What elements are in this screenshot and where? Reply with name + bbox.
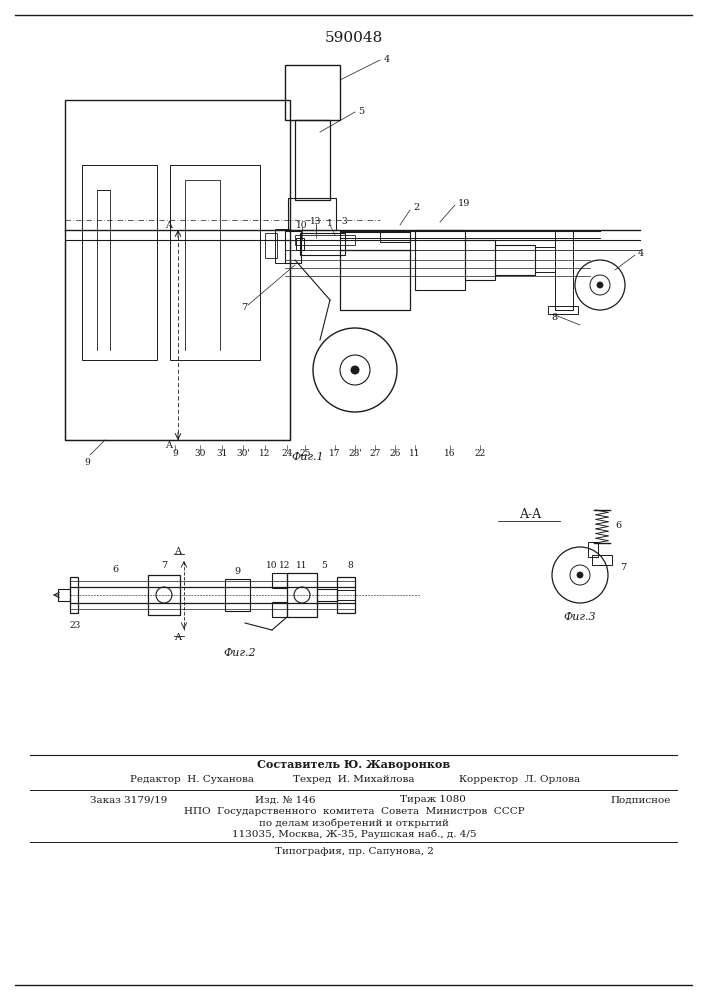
Text: Техред  И. Михайлова: Техред И. Михайлова xyxy=(293,776,415,784)
Bar xyxy=(548,306,578,314)
Text: A: A xyxy=(175,634,182,643)
Text: 590048: 590048 xyxy=(325,31,383,45)
Bar xyxy=(65,100,290,440)
Text: 10: 10 xyxy=(296,221,308,230)
Bar xyxy=(275,229,290,263)
Bar xyxy=(340,232,410,250)
Text: 9: 9 xyxy=(234,566,240,576)
Bar xyxy=(70,577,78,613)
Text: 7: 7 xyxy=(241,304,247,312)
Text: Изд. № 146: Изд. № 146 xyxy=(255,796,315,804)
Text: 8: 8 xyxy=(552,314,558,322)
Bar xyxy=(300,233,345,255)
Text: A-A: A-A xyxy=(519,508,541,522)
Text: 7: 7 xyxy=(620,562,626,572)
Text: 25: 25 xyxy=(299,448,311,458)
Bar xyxy=(592,555,612,565)
Bar xyxy=(340,250,410,310)
Text: 11: 11 xyxy=(296,560,308,570)
Text: Тираж 1080: Тираж 1080 xyxy=(400,796,466,804)
Text: 12: 12 xyxy=(259,448,271,458)
Bar xyxy=(295,120,330,200)
Bar xyxy=(415,230,465,290)
Text: 17: 17 xyxy=(329,448,341,458)
Bar xyxy=(380,232,410,242)
Text: 11: 11 xyxy=(409,448,421,458)
Text: 19: 19 xyxy=(458,198,470,208)
Circle shape xyxy=(351,366,359,374)
Text: 3: 3 xyxy=(341,217,347,226)
Text: Заказ 3179/19: Заказ 3179/19 xyxy=(90,796,168,804)
Bar xyxy=(65,240,290,440)
Text: 9: 9 xyxy=(172,448,178,458)
Text: 30': 30' xyxy=(236,448,250,458)
Text: 16: 16 xyxy=(444,448,456,458)
Text: 26: 26 xyxy=(390,448,401,458)
Bar xyxy=(148,575,180,615)
Text: 4: 4 xyxy=(384,54,390,64)
Bar xyxy=(285,231,301,263)
Text: 4: 4 xyxy=(638,249,644,258)
Text: 22: 22 xyxy=(474,448,486,458)
Text: 23: 23 xyxy=(69,620,81,630)
Text: 8: 8 xyxy=(347,560,353,570)
Text: 5: 5 xyxy=(321,560,327,570)
Bar xyxy=(170,165,260,360)
Bar xyxy=(495,245,535,275)
Text: 30: 30 xyxy=(194,448,206,458)
Bar xyxy=(82,165,157,360)
Bar xyxy=(337,577,355,613)
Text: Фиг.3: Фиг.3 xyxy=(563,612,596,622)
Text: НПО  Государственного  комитета  Совета  Министров  СССР: НПО Государственного комитета Совета Мин… xyxy=(184,808,525,816)
Circle shape xyxy=(597,282,603,288)
Text: A: A xyxy=(165,440,172,450)
Text: Типография, пр. Сапунова, 2: Типография, пр. Сапунова, 2 xyxy=(274,848,433,856)
Text: 9: 9 xyxy=(84,458,90,467)
Circle shape xyxy=(577,572,583,578)
Text: 24: 24 xyxy=(281,448,293,458)
Text: 1: 1 xyxy=(327,219,333,228)
Text: 27: 27 xyxy=(369,448,380,458)
Text: 12: 12 xyxy=(279,560,291,570)
Text: Фиг.1: Фиг.1 xyxy=(292,452,325,462)
Bar xyxy=(272,573,287,588)
Bar xyxy=(265,233,277,258)
Text: 13: 13 xyxy=(310,217,322,226)
Bar xyxy=(296,238,304,250)
Text: 5: 5 xyxy=(358,106,364,115)
Text: 7: 7 xyxy=(161,560,167,570)
Bar xyxy=(285,65,340,120)
Bar xyxy=(588,542,598,557)
Text: 10: 10 xyxy=(267,560,278,570)
Text: Корректор  Л. Орлова: Корректор Л. Орлова xyxy=(459,776,580,784)
Text: 2: 2 xyxy=(413,202,419,212)
Bar xyxy=(337,590,355,600)
Bar xyxy=(535,247,555,272)
Text: по делам изобретений и открытий: по делам изобретений и открытий xyxy=(259,818,449,828)
Bar xyxy=(317,589,337,601)
Text: Составитель Ю. Жаворонков: Составитель Ю. Жаворонков xyxy=(257,760,450,770)
Bar xyxy=(295,235,355,245)
Text: 31: 31 xyxy=(216,448,228,458)
Text: Фиг.2: Фиг.2 xyxy=(223,648,257,658)
Text: 113035, Москва, Ж-35, Раушская наб., д. 4/5: 113035, Москва, Ж-35, Раушская наб., д. … xyxy=(232,829,477,839)
Bar xyxy=(58,589,70,601)
Bar xyxy=(288,198,336,230)
Text: Подписное: Подписное xyxy=(610,796,670,804)
Bar xyxy=(287,573,317,617)
Text: 28': 28' xyxy=(348,448,362,458)
Text: A: A xyxy=(175,548,182,556)
Bar xyxy=(555,230,573,310)
Bar xyxy=(225,579,250,611)
Bar xyxy=(272,602,287,617)
Text: A: A xyxy=(165,221,172,230)
Bar xyxy=(465,240,495,280)
Text: 6: 6 xyxy=(112,566,118,574)
Text: 6: 6 xyxy=(615,520,621,530)
Text: Редактор  Н. Суханова: Редактор Н. Суханова xyxy=(130,776,254,784)
